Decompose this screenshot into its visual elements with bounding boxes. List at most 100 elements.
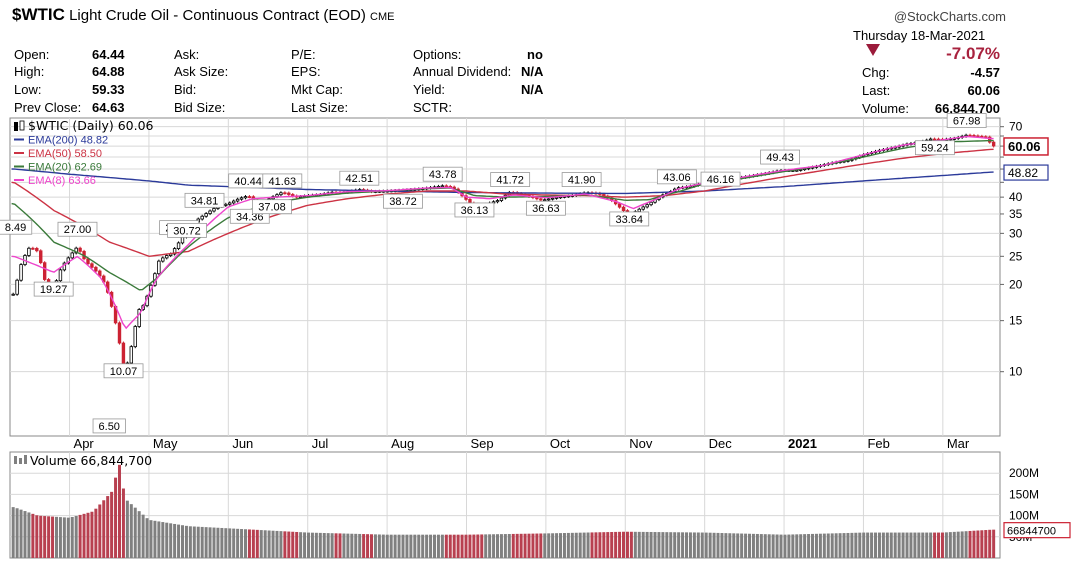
y-tick-label: 30	[1009, 226, 1023, 240]
ema50-line	[11, 148, 994, 258]
volume-tick-label: 150M	[1009, 487, 1039, 501]
candle-body	[74, 247, 78, 254]
volume-bar	[637, 531, 641, 558]
pe-label: P/E:	[291, 47, 316, 62]
annotation-label: 33.64	[615, 214, 643, 226]
volume-bar	[436, 534, 440, 558]
volume-bar	[259, 530, 263, 558]
candle-body	[235, 198, 240, 202]
volume-bar	[417, 534, 421, 558]
volume-bar	[456, 534, 460, 558]
volume-bar	[358, 533, 362, 558]
volume-bar	[555, 533, 559, 558]
volume-bar	[519, 533, 523, 558]
price-annotation: 8.49	[0, 219, 33, 235]
candle-body	[157, 260, 161, 275]
candle-body	[279, 192, 283, 196]
volume-bar	[263, 530, 267, 558]
volume-bar	[582, 532, 586, 558]
volume-bar	[129, 504, 133, 558]
candle-body	[58, 269, 63, 282]
volume-bar	[755, 533, 759, 558]
volume-bar	[716, 532, 720, 558]
volume-bar	[578, 532, 582, 558]
volume-bar	[196, 526, 200, 558]
volume-bar	[110, 491, 114, 558]
candle-body	[86, 258, 90, 265]
open-label: Open:	[14, 47, 50, 62]
ema200-tag	[1003, 164, 1049, 181]
candle-body	[239, 197, 244, 200]
volume-bar	[826, 533, 830, 558]
annotation-box	[609, 211, 650, 227]
volume-bar	[440, 534, 444, 558]
volume-bar	[933, 532, 937, 558]
annotation-box	[946, 113, 987, 128]
candle-body	[204, 213, 208, 217]
last-value: 60.06	[967, 83, 1000, 98]
volume-bar	[818, 533, 822, 558]
volume-bar	[232, 528, 236, 558]
volume-bar	[937, 532, 941, 558]
brand-logo[interactable]: @StockCharts.com	[893, 9, 1006, 24]
legend-symbol-label: $WTIC (Daily) 60.06	[28, 118, 154, 133]
volume-bar	[145, 518, 149, 558]
volume-bar	[515, 533, 519, 558]
candle-body	[39, 250, 43, 264]
volume-bar	[86, 512, 90, 558]
volume-bar	[370, 534, 374, 558]
volume-bar	[551, 533, 555, 558]
volume-bar	[141, 514, 145, 558]
volume-bar	[767, 534, 771, 558]
volume-bar	[326, 533, 330, 558]
candle-body	[70, 252, 74, 259]
volume-bar	[106, 496, 110, 558]
volume-bar	[511, 533, 515, 558]
volume-bar	[622, 531, 626, 558]
volume-bar	[783, 534, 787, 558]
volume-bar	[649, 531, 653, 558]
y-tick-label: 40	[1009, 190, 1023, 204]
volume-bar	[212, 527, 216, 558]
volume-bar	[19, 509, 23, 558]
annotation-box	[525, 200, 566, 216]
x-tick-label: May	[153, 436, 178, 451]
prev-close-value: 64.63	[92, 100, 125, 115]
volume-bar	[629, 531, 633, 558]
annotation-label: 38.72	[389, 196, 417, 208]
volume-bar	[255, 529, 259, 558]
volume-bar	[791, 534, 795, 558]
candle-body	[543, 199, 547, 202]
volume-bar	[700, 532, 704, 558]
volume-legend: Volume 66,844,700	[14, 453, 152, 468]
volume-bar	[228, 528, 232, 558]
volume-bar	[58, 517, 62, 558]
volume-bar	[11, 507, 15, 558]
options-label: Options:	[413, 47, 462, 62]
last-label: Last:	[862, 83, 891, 98]
volume-bar	[314, 532, 318, 558]
volume-bar	[409, 534, 413, 558]
volume-bar	[893, 532, 897, 558]
chart-title: $WTIC Light Crude Oil - Continuous Contr…	[12, 5, 394, 25]
volume-bar	[795, 534, 799, 558]
volume-bar	[677, 532, 681, 558]
volume-bar	[377, 534, 381, 558]
candle-body	[440, 185, 445, 188]
annotation-label: 43.06	[663, 172, 691, 184]
y-tick-label: 25	[1009, 249, 1023, 263]
volume-bar	[858, 532, 862, 558]
volume-bar	[117, 464, 121, 558]
volume-bar	[838, 533, 842, 558]
volume-bar	[267, 530, 271, 558]
annotation-box	[760, 149, 800, 165]
volume-bar	[121, 488, 125, 558]
price-annotation: 43.78	[422, 166, 463, 182]
volume-bar	[669, 532, 673, 558]
volume-bar	[125, 500, 129, 558]
price-annotation: 41.90	[561, 172, 602, 187]
price-annotation: 36.13	[454, 202, 495, 218]
volume-bar	[606, 532, 610, 558]
annotation-label: 46.16	[707, 174, 735, 186]
